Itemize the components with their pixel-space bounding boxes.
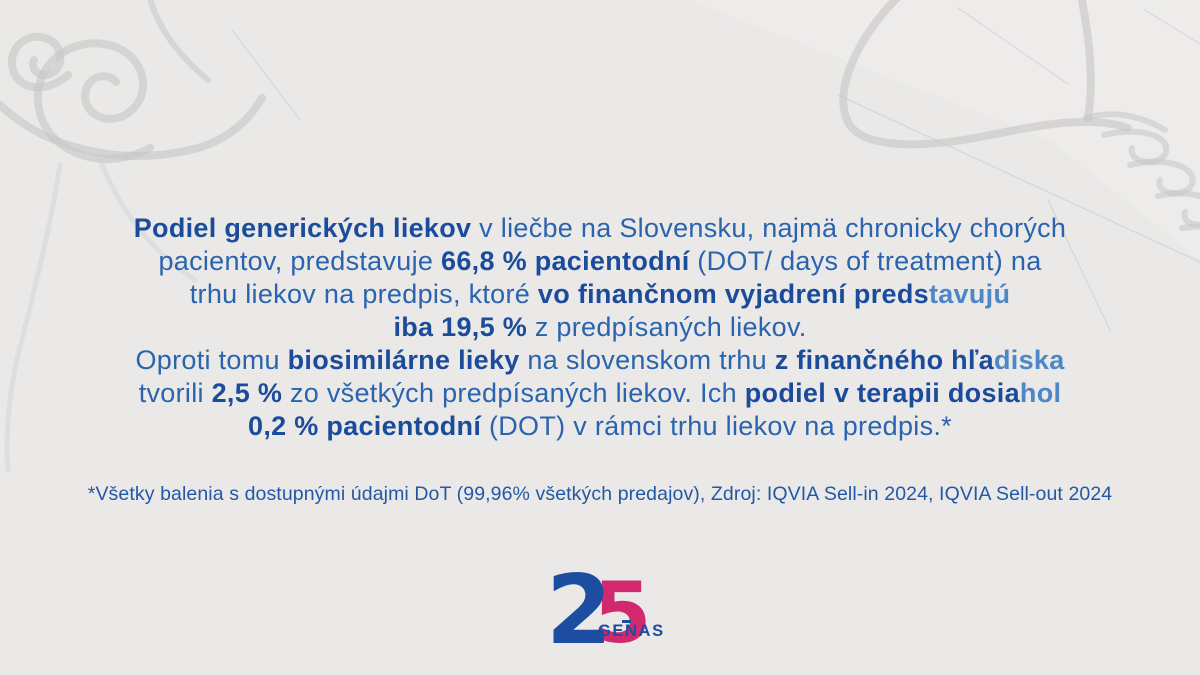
paragraph-line: trhu liekov na predpis, ktoré vo finančn…: [40, 278, 1160, 311]
paragraph-segment: pacientov, predstavuje: [158, 246, 442, 276]
paragraph-segment: diska: [993, 345, 1065, 375]
logo-dash-icon: [622, 620, 631, 623]
paragraph-segment: vo finančnom vyjadrení preds: [537, 279, 929, 309]
key-curl-2: [1127, 158, 1196, 196]
paragraph-line: Podiel generických liekov v liečbe na Sl…: [40, 212, 1160, 245]
paragraph-segment: 0,2 % pacientodní: [248, 411, 482, 441]
paragraph-segment: (DOT) v rámci trhu liekov na predpis.*: [481, 411, 952, 441]
crease-line-4: [1047, 199, 1111, 331]
paragraph-segment: Podiel generických liekov: [133, 213, 472, 243]
paragraph-segment: iba 19,5 %: [393, 312, 528, 342]
key-shaft: [1077, 0, 1095, 122]
key-curl-4: [1179, 223, 1200, 231]
main-paragraph: Podiel generických liekov v liečbe na Sl…: [40, 212, 1160, 443]
paragraph-segment: 2,5 %: [211, 378, 283, 408]
paper-highlight-patch: [690, 0, 1200, 260]
logo-digit-2: 2: [546, 556, 613, 666]
paragraph-segment: z predpísaných liekov.: [527, 312, 807, 342]
scroll-sweep: [0, 94, 266, 160]
paragraph-line: tvorili 2,5 % zo všetkých predpísaných l…: [40, 377, 1160, 410]
footnote: *Všetky balenia s dostupnými údajmi DoT …: [87, 483, 1113, 505]
paragraph-segment: Oproti tomu: [135, 345, 288, 375]
crease-line-3: [837, 94, 1200, 263]
logo-digit-5: 5: [593, 564, 652, 662]
paragraph-segment: (DOT/ days of treatment) na: [689, 246, 1042, 276]
paragraph-line: iba 19,5 % z predpísaných liekov.: [40, 311, 1160, 344]
scroll-stem-bottom: [4, 162, 63, 473]
paragraph-segment: tavujú: [928, 279, 1011, 309]
crease-line-1: [957, 7, 1069, 85]
crease-line-5: [231, 29, 301, 121]
key-junction: [1083, 111, 1168, 133]
logo-wordmark: GENAS: [598, 622, 665, 640]
flourish-loop: [839, 0, 1132, 149]
paragraph-segment: v liečbe na Slovensku, najmä chronicky c…: [471, 213, 1067, 243]
paragraph-segment: z finančného hľa: [774, 345, 994, 375]
key-curl-1: [1101, 128, 1170, 165]
paragraph-line: 0,2 % pacientodní (DOT) v rámci trhu lie…: [40, 410, 1160, 443]
paragraph-segment: 66,8 % pacientodní: [441, 246, 690, 276]
genas-25-logo: 2 5 GENAS: [540, 564, 663, 660]
key-curl-3: [1155, 190, 1200, 228]
paragraph-segment: zo všetkých predpísaných liekov. Ich: [282, 378, 745, 408]
paragraph-segment: trhu liekov na predpis, ktoré: [189, 279, 538, 309]
paragraph-segment: na slovenskom trhu: [519, 345, 775, 375]
crease-line-2: [1144, 9, 1200, 45]
paragraph-segment: tvorili: [138, 378, 212, 408]
paragraph-line: pacientov, predstavuje 66,8 % pacientodn…: [40, 245, 1160, 278]
paragraph-line: Oproti tomu biosimilárne lieky na sloven…: [40, 344, 1160, 377]
scroll-arm: [97, 157, 198, 283]
paragraph-segment: hol: [1019, 378, 1062, 408]
paragraph-segment: podiel v terapii dosia: [744, 378, 1020, 408]
scroll-stem-top: [147, 0, 211, 83]
paragraph-segment: biosimilárne lieky: [287, 345, 520, 375]
